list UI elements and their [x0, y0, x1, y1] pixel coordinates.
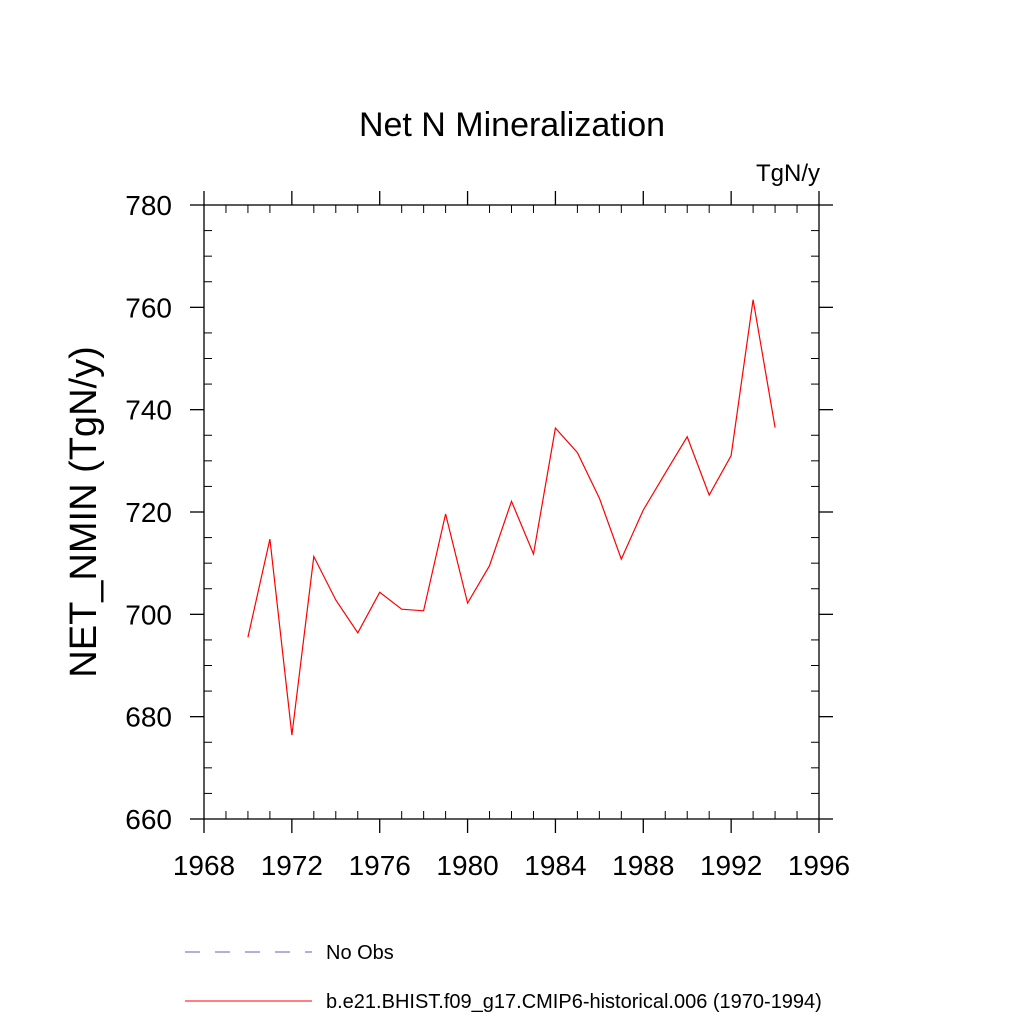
- chart-title: Net N Mineralization: [359, 106, 665, 144]
- plot-frame: [203, 204, 820, 820]
- legend: No Obs b.e21.BHIST.f09_g17.CMIP6-historic…: [185, 942, 822, 1013]
- y-tick-label: 660: [125, 804, 172, 835]
- x-tick-label: 1988: [612, 850, 674, 881]
- x-tick-label: 1968: [173, 850, 235, 881]
- x-tick-label: 1996: [788, 850, 850, 881]
- legend-label: No Obs: [326, 942, 394, 964]
- x-tick-label: 1992: [700, 850, 762, 881]
- series-layer: [247, 299, 776, 736]
- y-tick-label: 760: [125, 292, 172, 323]
- series-line: [247, 299, 776, 736]
- x-tick-label: 1976: [349, 850, 411, 881]
- x-tick-label: 1980: [436, 850, 498, 881]
- tick-labels: 1968 1972 1976 1980 1984 1988 1992 1996 660 680 70…: [125, 190, 850, 881]
- major-ticks: [190, 191, 833, 833]
- x-tick-label: 1984: [524, 850, 586, 881]
- y-tick-label: 680: [125, 702, 172, 733]
- y-tick-label: 780: [125, 190, 172, 221]
- units-label: TgN/y: [756, 160, 820, 187]
- minor-ticks: [204, 205, 819, 819]
- y-tick-label: 700: [125, 599, 172, 630]
- x-tick-label: 1972: [261, 850, 323, 881]
- y-tick-label: 720: [125, 497, 172, 528]
- y-axis-label: NET_NMIN (TgN/y): [63, 346, 105, 677]
- y-tick-label: 740: [125, 395, 172, 426]
- legend-label: b.e21.BHIST.f09_g17.CMIP6-historical.006…: [326, 991, 822, 1013]
